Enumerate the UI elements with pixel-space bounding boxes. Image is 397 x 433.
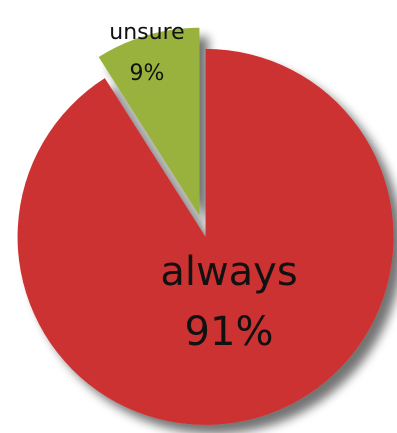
slice-labels: always 91% unsure 9% [109,20,297,355]
slice-label-always: always [160,249,297,295]
pie-slices [17,27,394,425]
slice-value-unsure: 9% [130,61,165,86]
slice-value-always: 91% [185,309,274,355]
slice-label-unsure: unsure [109,20,184,45]
pie-slice-unsure [98,27,200,216]
pie-slice-always [17,48,394,425]
